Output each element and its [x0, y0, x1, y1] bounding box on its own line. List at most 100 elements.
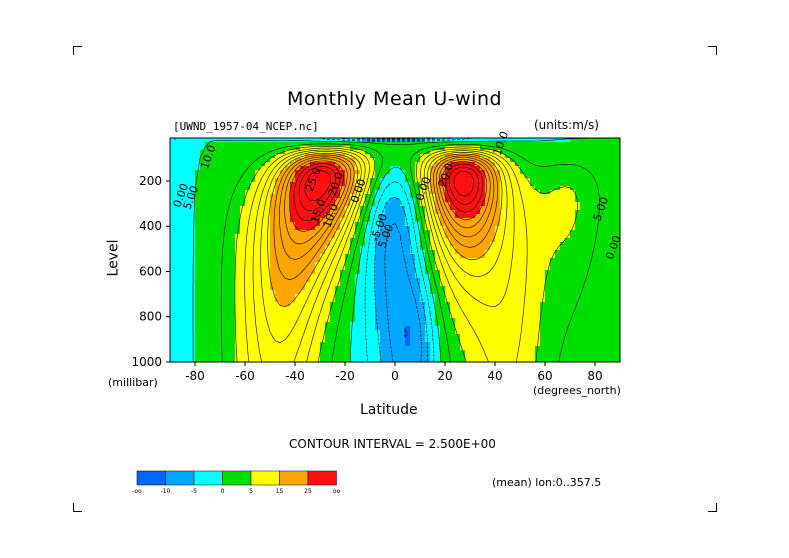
shade-cell [485, 322, 491, 327]
shade-cell [240, 150, 246, 155]
shade-cell [235, 262, 241, 267]
shade-cell [570, 238, 576, 243]
shade-cell [595, 202, 601, 207]
shade-cell [215, 282, 221, 287]
shade-cell [405, 334, 411, 339]
shade-cell [605, 198, 611, 203]
shade-cell [600, 170, 606, 175]
shade-cell [605, 294, 611, 299]
shade-cell [525, 166, 531, 171]
shade-cell [600, 330, 606, 335]
shade-cell [220, 146, 226, 151]
shade-cell [515, 270, 521, 275]
shade-cell [525, 190, 531, 195]
shade-cell [570, 246, 576, 251]
shade-cell [420, 146, 426, 151]
shade-cell [300, 278, 306, 283]
shade-cell [445, 218, 451, 223]
shade-cell [300, 330, 306, 335]
shade-cell [340, 334, 346, 339]
shade-cell [475, 166, 481, 171]
shade-cell [560, 154, 566, 159]
shade-cell [610, 178, 616, 183]
shade-cell [270, 358, 276, 363]
shade-cell [295, 206, 301, 211]
shade-cell [340, 258, 346, 263]
shade-cell [420, 186, 426, 191]
shade-cell [470, 346, 476, 351]
shade-cell [495, 258, 501, 263]
shade-cell [180, 342, 186, 347]
shade-cell [460, 166, 466, 171]
shade-cell [520, 246, 526, 251]
shade-cell [490, 222, 496, 227]
shade-cell [460, 238, 466, 243]
shade-cell [335, 206, 341, 211]
shade-cell [295, 242, 301, 247]
shade-cell [235, 338, 241, 343]
shade-cell [355, 278, 361, 283]
shade-cell [255, 282, 261, 287]
shade-cell [385, 226, 391, 231]
shade-cell [390, 230, 396, 235]
shade-cell [275, 146, 281, 151]
shade-cell [455, 274, 461, 279]
shade-cell [385, 182, 391, 187]
shade-cell [545, 334, 551, 339]
shade-cell [590, 194, 596, 199]
shade-cell [615, 138, 621, 143]
shade-cell [330, 254, 336, 259]
shade-cell [550, 258, 556, 263]
shade-cell [270, 186, 276, 191]
shade-cell [400, 322, 406, 327]
shade-cell [300, 226, 306, 231]
shade-cell [530, 282, 536, 287]
shade-cell [240, 186, 246, 191]
shade-cell [185, 310, 191, 315]
shade-cell [300, 178, 306, 183]
shade-cell [400, 182, 406, 187]
shade-cell [285, 190, 291, 195]
shade-cell [435, 350, 441, 355]
shade-cell [535, 278, 541, 283]
shade-cell [405, 314, 411, 319]
shade-cell [440, 338, 446, 343]
shade-cell [500, 182, 506, 187]
shade-cell [465, 202, 471, 207]
shade-cell [560, 262, 566, 267]
shade-cell [515, 250, 521, 255]
shade-cell [560, 238, 566, 243]
shade-cell [330, 138, 336, 143]
shade-cell [500, 142, 506, 147]
shade-cell [255, 186, 261, 191]
shade-cell [175, 258, 181, 263]
shade-cell [480, 286, 486, 291]
shade-cell [390, 162, 396, 167]
shade-cell [365, 234, 371, 239]
shade-cell [360, 226, 366, 231]
shade-cell [495, 230, 501, 235]
shade-cell [205, 258, 211, 263]
shade-cell [415, 218, 421, 223]
shade-cell [205, 234, 211, 239]
shade-cell [585, 342, 591, 347]
shade-cell [270, 178, 276, 183]
shade-cell [375, 194, 381, 199]
shade-cell [185, 262, 191, 267]
shade-cell [245, 162, 251, 167]
shade-cell [305, 334, 311, 339]
shade-cell [480, 246, 486, 251]
shade-cell [225, 262, 231, 267]
shade-cell [400, 222, 406, 227]
shade-cell [585, 174, 591, 179]
shade-cell [375, 350, 381, 355]
shade-cell [300, 314, 306, 319]
shade-cell [280, 166, 286, 171]
shade-cell [315, 198, 321, 203]
shade-cell [215, 194, 221, 199]
shade-cell [185, 186, 191, 191]
shade-cell [350, 198, 356, 203]
shade-cell [430, 354, 436, 359]
shade-cell [315, 282, 321, 287]
shade-cell [580, 334, 586, 339]
